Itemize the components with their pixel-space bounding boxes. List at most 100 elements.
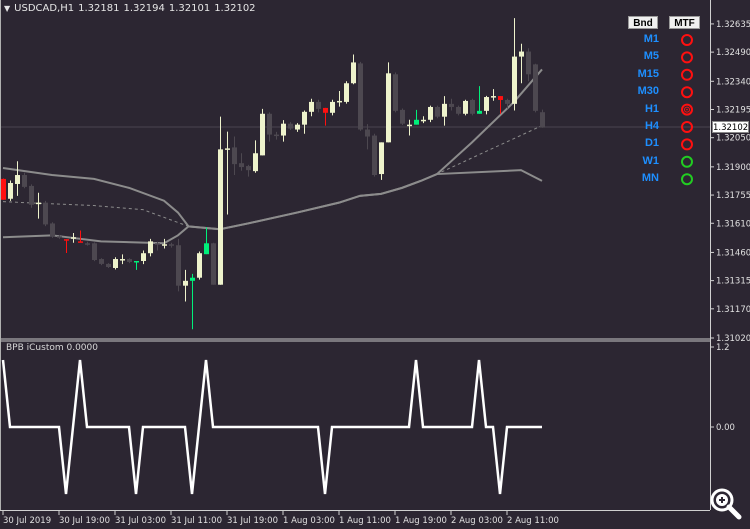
time-tick-label: 1 Aug 03:00: [283, 516, 335, 526]
candle-body: [491, 96, 496, 98]
candle-body: [155, 243, 160, 245]
candle-bear: [57, 234, 62, 239]
candle-bull: [183, 269, 188, 302]
indicator-axis: 1.2 0.00: [710, 343, 735, 433]
candle-body: [225, 148, 230, 150]
collapse-triangle-icon[interactable]: ▼: [4, 4, 11, 13]
indicator-panel: [1, 359, 542, 495]
candle-bear: [393, 72, 398, 113]
candle-body: [456, 106, 461, 114]
candle-bear: [155, 241, 160, 251]
candle-bear: [239, 153, 244, 171]
candle-bear: [400, 108, 405, 126]
bnd-button[interactable]: Bnd: [628, 16, 658, 29]
candle-green: [190, 273, 195, 330]
candle-bull: [281, 120, 286, 142]
candle-body: [428, 106, 433, 120]
candle-bull: [113, 257, 118, 270]
candle-body: [316, 101, 321, 109]
candle-body: [435, 106, 440, 117]
candle-bear: [449, 98, 454, 111]
ring-icon: [681, 138, 693, 151]
candle-body: [442, 103, 447, 117]
price-tick-label: 1.31020: [716, 334, 750, 344]
time-tick-label: 1 Aug 19:00: [395, 516, 447, 526]
current-price-label: 1.32102: [712, 121, 749, 133]
indicator-tick-label: 0.00: [716, 423, 735, 433]
candle-body: [337, 100, 342, 103]
price-tick-label: 1.32050: [716, 134, 750, 144]
candle-body: [85, 243, 90, 245]
price-tick-label: 1.32490: [716, 48, 750, 58]
candle-body: [253, 153, 258, 172]
candle-body: [15, 175, 20, 184]
symbol-timeframe: USDCAD,H1: [14, 3, 75, 14]
candle-body: [393, 74, 398, 111]
candle-red: [64, 239, 69, 254]
time-tick-label: 30 Jul 19:00: [59, 516, 110, 526]
candle-body: [218, 149, 223, 285]
candle-body: [78, 241, 83, 243]
bollinger-bands: [2, 68, 543, 245]
candle-body: [246, 166, 251, 171]
time-tick-label: 30 Jul 2019: [3, 516, 51, 526]
candle-body: [232, 147, 237, 165]
mtf-button[interactable]: MTF: [669, 16, 700, 29]
indicator-title: BPB iCustom 0.0000: [6, 343, 98, 353]
candle-bear: [365, 124, 370, 150]
mtf-row-label-w1: W1: [642, 154, 660, 167]
candle-body: [470, 99, 475, 114]
candle-body: [36, 202, 41, 205]
candle-bull: [218, 116, 223, 285]
candle-body: [267, 113, 272, 135]
price-tick-label: 1.32195: [716, 105, 750, 115]
candle-body: [526, 51, 531, 75]
candle-body: [176, 245, 181, 286]
candle-green: [134, 260, 139, 270]
candle-bull: [225, 131, 230, 215]
candle-body: [260, 113, 265, 156]
candle-body: [169, 244, 174, 246]
candle-body: [57, 236, 62, 238]
candle-green: [414, 109, 419, 125]
candle-bull: [197, 251, 202, 280]
price-tick-label: 1.31315: [716, 277, 750, 287]
candle-body: [120, 259, 125, 261]
candle-bull: [8, 180, 13, 201]
candle-bear: [358, 61, 363, 131]
zoom-in-icon[interactable]: [708, 486, 744, 522]
candle-bear: [372, 133, 377, 177]
candle-bull: [428, 105, 433, 123]
candle-bull: [120, 254, 125, 265]
candle-bull: [141, 250, 146, 265]
candle-body: [386, 73, 391, 143]
candle-body: [372, 135, 377, 176]
candle-bear: [50, 222, 55, 238]
candle-bear: [22, 172, 27, 189]
candle-bear: [127, 258, 132, 264]
close-price: 1.32102: [214, 3, 256, 14]
candle-bull: [491, 89, 496, 101]
candle-bull: [407, 119, 412, 136]
candle-bear: [470, 98, 475, 116]
ring-icon: [681, 34, 693, 46]
candle-body: [22, 175, 27, 187]
candle-bear: [456, 105, 461, 116]
band-middle: [2, 125, 543, 230]
candle-bear: [288, 122, 293, 130]
candle-bull: [36, 192, 41, 219]
candle-bull: [463, 99, 468, 116]
candle-bull: [442, 96, 447, 126]
time-tick-label: 2 Aug 11:00: [507, 516, 559, 526]
candle-bear: [106, 263, 111, 268]
chart-header: ▼ USDCAD,H1 1.32181 1.32194 1.32101 1.32…: [4, 3, 256, 14]
candle-bear: [274, 131, 279, 140]
candle-body: [540, 112, 545, 128]
candle-body: [43, 202, 48, 225]
ring-icon: [681, 121, 693, 133]
ring-icon: [681, 173, 693, 186]
candle-body: [239, 163, 244, 168]
candle-body: [449, 103, 454, 107]
candle-red: [78, 230, 83, 243]
